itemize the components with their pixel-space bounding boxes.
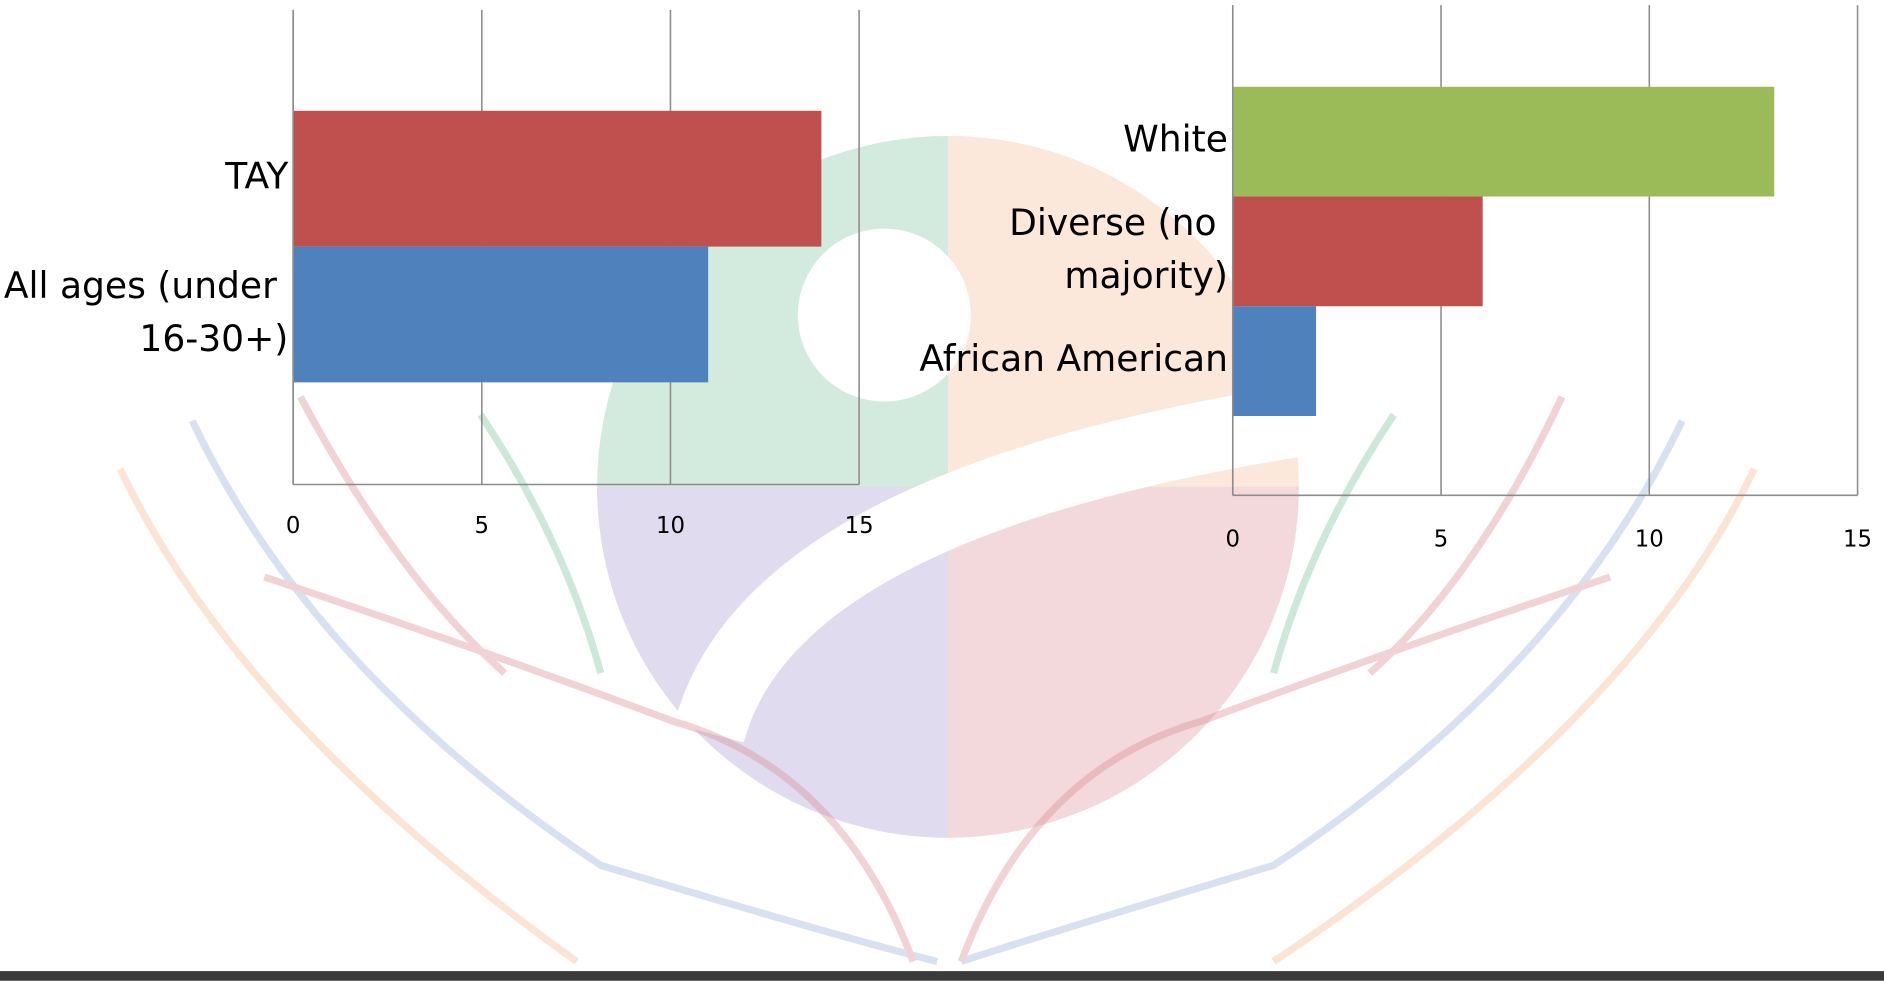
x-tick-label: 5: [1434, 526, 1449, 552]
bar: [293, 247, 708, 383]
category-label: White: [1123, 120, 1228, 161]
x-tick-label: 15: [845, 513, 874, 539]
x-tick-label: 10: [656, 513, 685, 539]
page: 0 5 10 15 TAY All ages (under 16-30+) 0 5 10 15 Wh…: [0, 0, 1884, 981]
category-label: All ages (under 16-30+): [4, 266, 289, 360]
footer-bar: [0, 971, 1884, 981]
x-tick-label: 15: [1843, 526, 1872, 552]
x-tick-label: 0: [286, 513, 301, 539]
bar: [1233, 87, 1774, 197]
x-tick-label: 0: [1226, 526, 1241, 552]
x-tick-label: 5: [475, 513, 490, 539]
bar: [293, 111, 821, 247]
bar: [1233, 197, 1483, 307]
category-label: TAY: [224, 157, 289, 198]
x-tick-label: 10: [1635, 526, 1664, 552]
slide: 0 5 10 15 TAY All ages (under 16-30+) 0 5 10 15 Wh…: [0, 0, 1884, 981]
category-label: African American: [919, 339, 1228, 380]
bar: [1233, 306, 1316, 416]
